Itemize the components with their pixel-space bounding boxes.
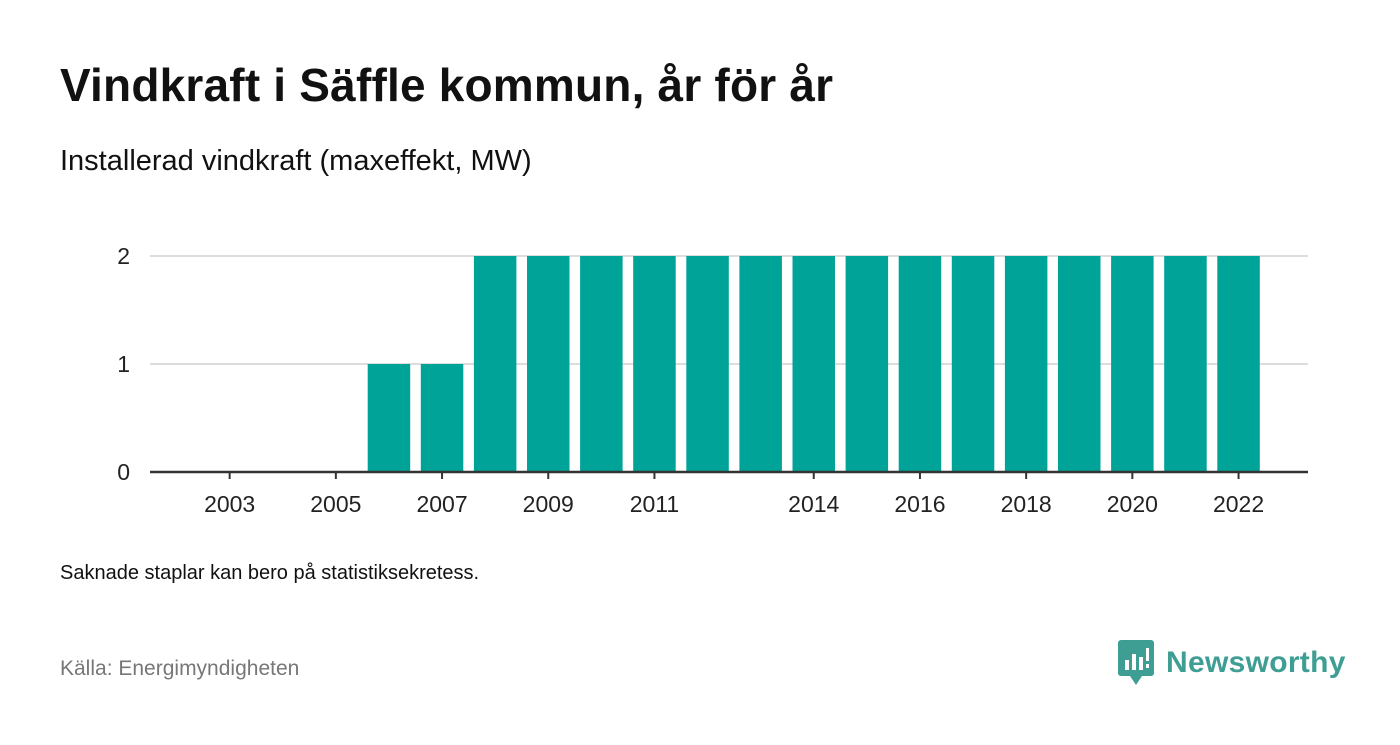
x-tick-label: 2007 <box>416 491 467 517</box>
bar <box>527 256 570 472</box>
x-tick-label: 2020 <box>1107 491 1158 517</box>
bar <box>898 256 942 472</box>
x-tick-label: 2014 <box>788 491 839 517</box>
chart-note: Saknade staplar kan bero på statistiksek… <box>60 562 480 584</box>
bar <box>580 256 623 472</box>
y-tick-label: 0 <box>117 459 130 485</box>
bar <box>420 364 464 472</box>
bar <box>951 256 995 472</box>
y-tick-label: 2 <box>117 243 130 269</box>
brand-name: Newsworthy <box>1166 646 1346 679</box>
bar <box>367 364 411 472</box>
newsworthy-brand: Newsworthy <box>1118 640 1346 686</box>
bars <box>367 256 1260 472</box>
bar <box>1217 256 1260 472</box>
newsworthy-logo-icon <box>1118 640 1154 685</box>
bar <box>633 256 676 472</box>
bar <box>1111 256 1154 472</box>
bar <box>792 256 835 472</box>
x-tick-label: 2011 <box>630 491 679 517</box>
bar <box>739 256 782 472</box>
bar <box>473 256 517 472</box>
x-tick-label: 2016 <box>894 491 945 517</box>
chart-subtitle: Installerad vindkraft (maxeffekt, MW) <box>60 145 532 177</box>
bar <box>686 256 729 472</box>
bar <box>1058 256 1101 472</box>
chart-source: Källa: Energimyndigheten <box>60 657 300 680</box>
x-axis-labels: 2003 2005 2007 2009 2011 2014 2016 2018 2020 2022 <box>204 491 1264 517</box>
bar <box>1164 256 1207 472</box>
bar <box>845 256 889 472</box>
chart-title: Vindkraft i Säffle kommun, år för år <box>60 59 834 111</box>
x-tick-label: 2005 <box>310 491 361 517</box>
x-tick-label: 2009 <box>523 491 574 517</box>
x-tick-label: 2022 <box>1213 491 1264 517</box>
y-tick-label: 1 <box>117 351 130 377</box>
x-tick-label: 2003 <box>204 491 255 517</box>
x-axis <box>150 470 1308 479</box>
x-tick-label: 2018 <box>1001 491 1052 517</box>
bar <box>1004 256 1048 472</box>
y-axis-labels: 0 1 2 <box>117 243 130 485</box>
